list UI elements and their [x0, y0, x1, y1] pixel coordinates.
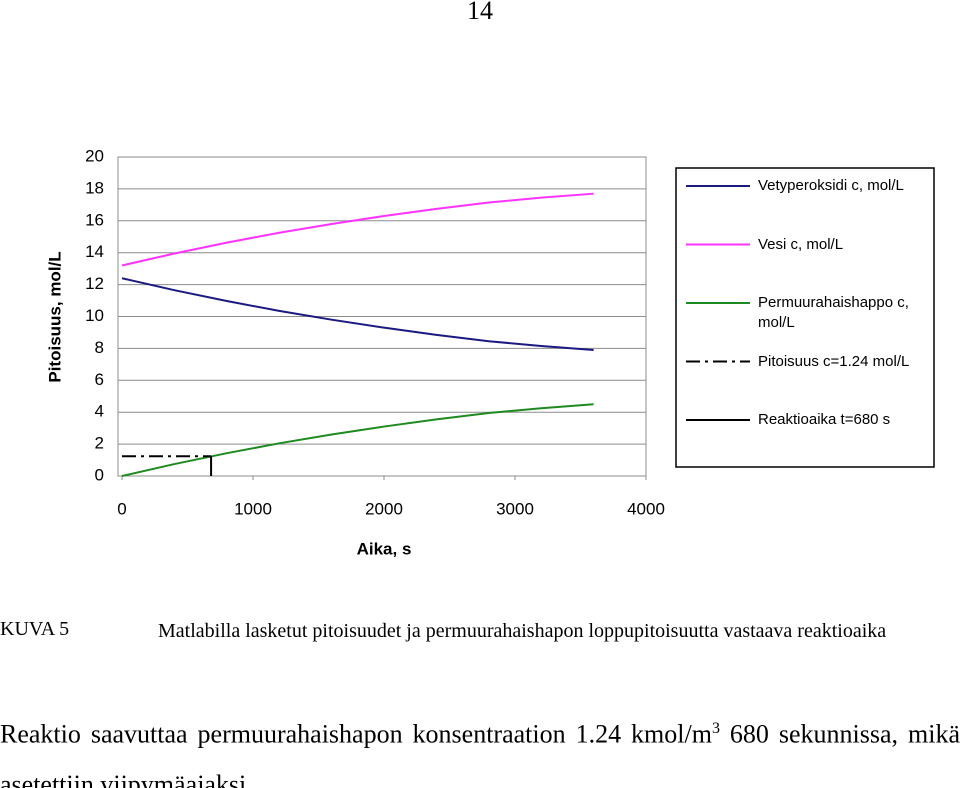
y-tick-label: 2 [95, 434, 104, 453]
y-tick-label: 8 [95, 338, 104, 357]
series-line [121, 192, 594, 267]
x-axis-title: Aika, s [357, 539, 412, 558]
y-axis-title: Pitoisuus, mol/L [45, 251, 64, 382]
caption-text: Matlabilla lasketut pitoisuudet ja permu… [158, 620, 887, 642]
legend-label: Vetyperoksidi c, mol/L [758, 177, 904, 194]
chart: Pitoisuus, mol/L Aika, s 0 2 4 6 8 10 12 14 16 18… [45, 146, 935, 558]
body-text: Reaktio saavuttaa permuurahaishapon kons… [0, 719, 712, 749]
y-tick-label: 0 [95, 465, 104, 484]
x-tick-label: 4000 [627, 499, 665, 518]
body-paragraph: Reaktio saavuttaa permuurahaishapon kons… [0, 704, 960, 788]
legend-label: Reaktioaika t=680 s [758, 411, 891, 428]
y-tick-label: 14 [85, 242, 104, 261]
legend-label: Permuurahaishappo c, mol/L [758, 294, 909, 331]
y-tick-label: 10 [85, 306, 104, 325]
legend-label: Pitoisuus c=1.24 mol/L [758, 352, 910, 370]
legend-label: Vesi c, mol/L [758, 235, 844, 253]
y-tick-label: 6 [95, 370, 104, 389]
plot-border [117, 156, 647, 477]
x-tick-label: 1000 [234, 499, 272, 518]
x-tick-label: 0 [117, 499, 126, 518]
y-tick-label: 4 [95, 402, 104, 421]
legend-box [675, 167, 935, 468]
series-line [121, 403, 594, 477]
x-tick-label: 3000 [496, 499, 534, 518]
series-line [121, 277, 594, 351]
caption-label: KUVA 5 [0, 618, 70, 640]
y-tick-label: 18 [85, 178, 104, 197]
page-number: 14 [467, 0, 493, 25]
y-tick-label: 12 [85, 274, 104, 293]
x-tick-label: 2000 [365, 499, 403, 518]
y-tick-label: 16 [85, 210, 104, 229]
superscript: 3 [711, 720, 720, 737]
body-text: 680 sekunnissa, mikä asetettiin viipymäa… [0, 719, 960, 788]
y-tick-label: 20 [85, 146, 104, 165]
